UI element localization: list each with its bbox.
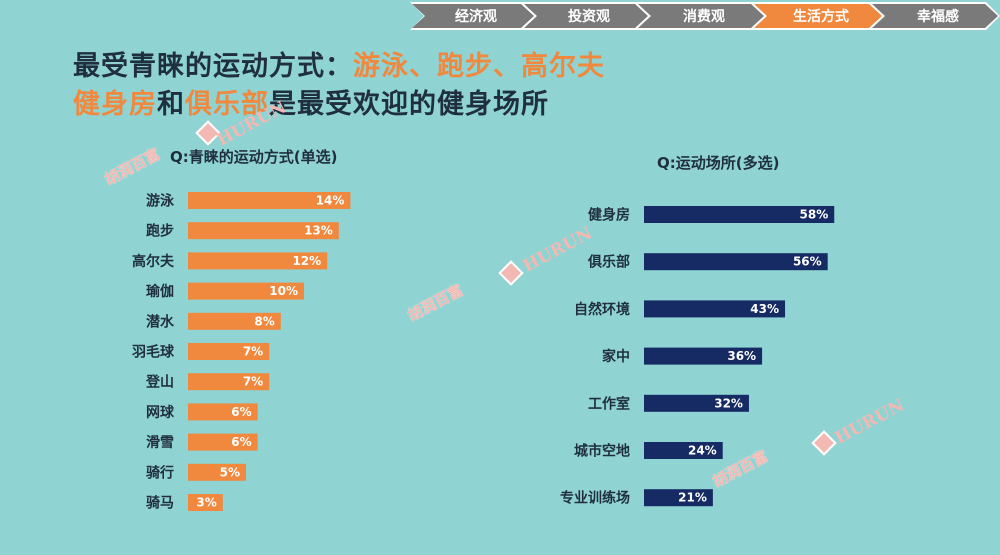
left-bar — [188, 282, 304, 300]
headline-line1-highlight: 游泳、跑步、高尔夫 — [353, 51, 605, 82]
right-category-label: 工作室 — [588, 395, 630, 412]
nav-tab-investment[interactable]: 投资观 — [522, 2, 650, 30]
right-value-label: 58% — [800, 208, 829, 222]
left-chart-title: Q:青睐的运动方式(单选) — [170, 148, 338, 166]
left-bar — [188, 494, 223, 511]
headline-line2-and: 和 — [157, 89, 185, 120]
left-category-label: 羽毛球 — [132, 344, 175, 361]
left-category-label: 骑行 — [146, 464, 174, 481]
nav-tab-economy[interactable]: 经济观 — [410, 2, 536, 30]
right-chart-title: Q:运动场所(多选) — [657, 154, 780, 172]
nav-tab-consumption[interactable]: 消费观 — [636, 2, 766, 30]
left-value-label: 3% — [196, 496, 216, 510]
nav-tab-investment-label: 投资观 — [524, 4, 648, 28]
nav-tab-lifestyle-label: 生活方式 — [754, 4, 882, 28]
right-value-label: 56% — [793, 255, 822, 269]
right-category-label: 自然环境 — [574, 301, 630, 318]
left-category-label: 跑步 — [146, 223, 174, 240]
right-value-label: 21% — [678, 491, 707, 505]
right-category-label: 家中 — [602, 348, 630, 365]
left-category-label: 高尔夫 — [132, 253, 175, 270]
left-bar — [188, 463, 246, 481]
left-bar-chart: 游泳 14% 跑步 13% 高尔夫 12% 瑜伽 10% 潜水 8% 羽毛球 7% 登山 7% 网球 6% 滑雪… — [132, 192, 351, 512]
headline-line2-highlight-gym: 健身房 — [73, 89, 157, 120]
right-value-label: 36% — [727, 349, 756, 363]
left-category-label: 骑马 — [146, 495, 174, 512]
headline-line-2: 健身房和俱乐部是最受欢迎的健身场所 — [73, 82, 549, 121]
left-category-label: 潜水 — [146, 313, 175, 330]
headline-line1-text: 最受青睐的运动方式： — [73, 51, 353, 82]
left-value-label: 10% — [269, 284, 298, 298]
left-bar — [188, 373, 270, 391]
left-bar — [188, 312, 281, 330]
right-category-label: 健身房 — [588, 207, 630, 224]
left-category-label: 登山 — [145, 374, 174, 391]
nav-tab-consumption-label: 消费观 — [638, 4, 764, 28]
left-value-label: 12% — [292, 254, 321, 268]
left-value-label: 6% — [231, 435, 251, 449]
left-bar — [188, 222, 339, 240]
headline-line2-rest: 是最受欢迎的健身场所 — [269, 89, 549, 120]
left-value-label: 13% — [304, 224, 333, 238]
right-value-label: 32% — [714, 396, 743, 410]
headline-line2-highlight-club: 俱乐部 — [185, 89, 269, 120]
left-value-label: 5% — [220, 465, 240, 479]
right-bar — [644, 300, 786, 318]
left-bar — [188, 433, 258, 451]
nav-tab-economy-label: 经济观 — [412, 4, 534, 28]
right-bar — [644, 206, 835, 223]
section-nav: 经济观 投资观 消费观 生活方式 幸福感 — [410, 0, 1000, 32]
left-category-label: 瑜伽 — [146, 283, 174, 300]
left-value-label: 7% — [243, 375, 263, 389]
nav-tab-happiness[interactable]: 幸福感 — [870, 2, 1000, 30]
right-bar — [644, 394, 749, 412]
right-category-label: 城市空地 — [574, 443, 630, 460]
right-value-label: 24% — [688, 444, 717, 458]
right-bar — [644, 442, 723, 459]
left-category-label: 网球 — [146, 404, 175, 421]
left-category-label: 滑雪 — [146, 434, 174, 451]
right-bar-chart: 健身房 58% 俱乐部 56% 自然环境 43% 家中 36% 工作室 32% 城市空地 24% 专业训… — [560, 206, 835, 507]
right-bar — [644, 347, 763, 365]
nav-tab-lifestyle[interactable]: 生活方式 — [752, 2, 884, 30]
left-value-label: 8% — [254, 314, 274, 328]
right-bar — [644, 489, 713, 507]
nav-tab-happiness-label: 幸福感 — [872, 4, 998, 28]
left-bar — [188, 192, 351, 209]
left-value-label: 14% — [316, 194, 345, 208]
left-value-label: 6% — [231, 405, 251, 419]
right-bar — [644, 253, 828, 271]
left-bar — [188, 403, 258, 421]
headline-line-1: 最受青睐的运动方式：游泳、跑步、高尔夫 — [73, 44, 605, 83]
right-value-label: 43% — [750, 302, 779, 316]
right-category-label: 俱乐部 — [587, 254, 630, 271]
left-bar — [188, 252, 328, 270]
right-category-label: 专业训练场 — [560, 490, 630, 507]
left-category-label: 游泳 — [146, 193, 175, 210]
left-bar — [188, 343, 270, 360]
left-value-label: 7% — [243, 345, 263, 359]
